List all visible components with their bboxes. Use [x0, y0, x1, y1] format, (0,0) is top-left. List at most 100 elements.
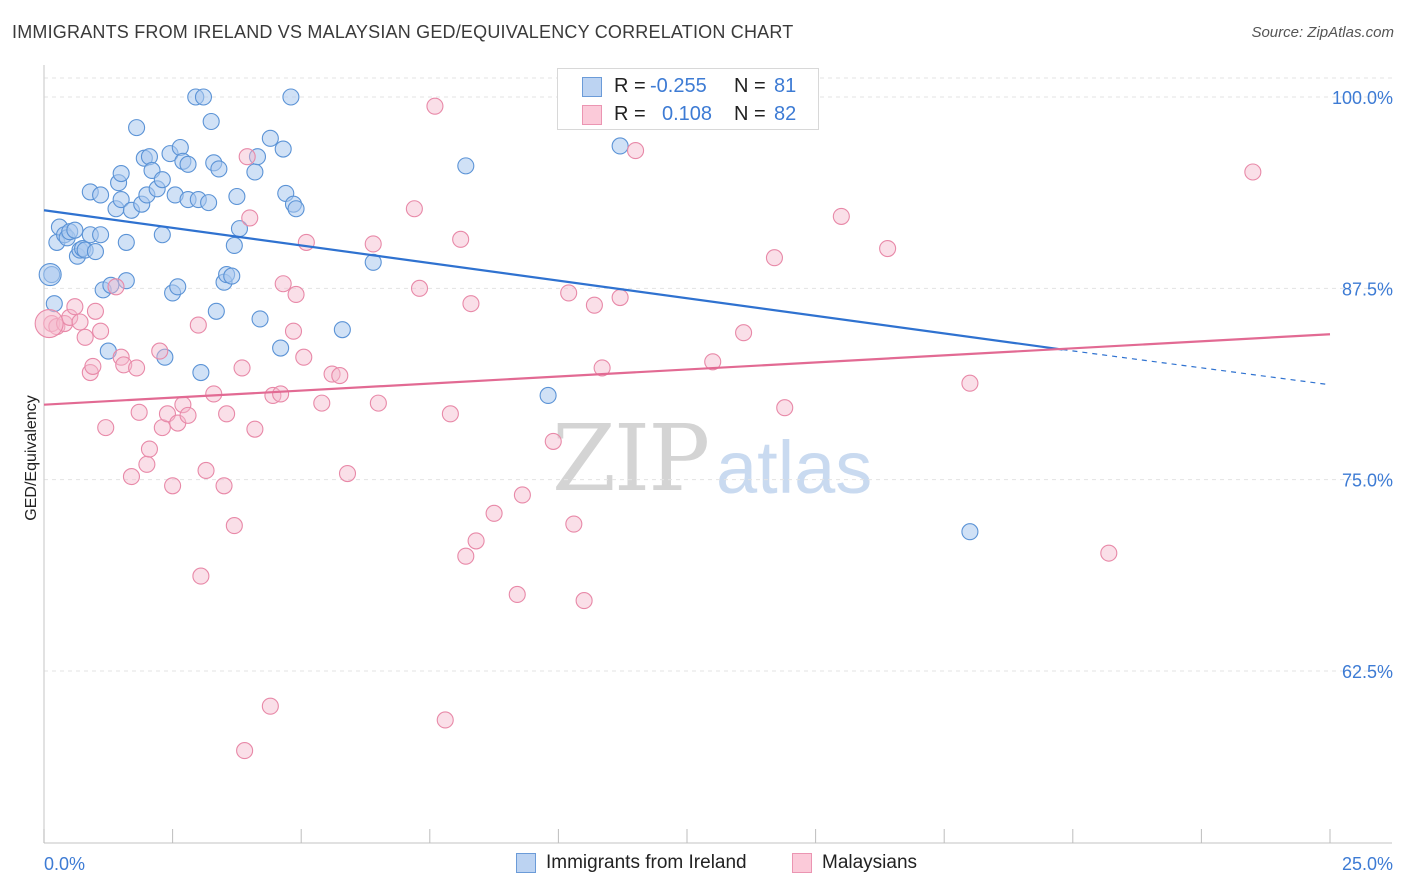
point-malaysians: [1244, 163, 1262, 181]
chart-title: IMMIGRANTS FROM IRELAND VS MALAYSIAN GED…: [12, 22, 794, 42]
point-malaysians: [138, 455, 156, 473]
legend-r-label: R =: [614, 103, 646, 125]
point-ireland: [153, 226, 171, 244]
point-malaysians: [236, 742, 254, 760]
point-ireland: [272, 339, 290, 357]
point-malaysians: [115, 356, 133, 374]
point-malaysians: [452, 230, 470, 248]
point-malaysians: [436, 711, 454, 729]
point-malaysians: [369, 394, 387, 412]
legend-row-ireland: R = -0.255 N = 81: [558, 73, 818, 101]
trend-line-ireland-extrapolated: [1062, 348, 1331, 386]
point-ireland: [251, 310, 269, 328]
point-malaysians: [338, 464, 357, 483]
point-ireland: [140, 148, 159, 166]
point-ireland: [246, 163, 264, 181]
point-malaysians: [71, 313, 89, 331]
point-malaysians: [565, 515, 583, 533]
point-malaysians: [86, 302, 104, 320]
y-tick-label: 75.0%: [1342, 471, 1393, 491]
point-ireland: [611, 137, 629, 155]
point-malaysians: [164, 477, 182, 495]
source-label: Source: ZipAtlas.com: [1251, 24, 1394, 41]
point-ireland: [117, 233, 135, 251]
point-malaysians: [284, 322, 303, 340]
point-malaysians: [467, 532, 485, 550]
point-malaysians: [776, 399, 794, 417]
point-malaysians: [457, 547, 475, 565]
point-malaysians: [107, 278, 125, 296]
point-ireland: [200, 194, 218, 212]
point-ireland: [92, 186, 110, 204]
point-malaysians: [627, 142, 645, 160]
point-malaysians: [410, 279, 429, 297]
point-malaysians: [313, 394, 331, 412]
point-malaysians: [130, 403, 148, 421]
legend-row-malaysians: R = 0.108 N = 82: [558, 101, 818, 129]
point-ireland: [92, 226, 110, 244]
point-malaysians: [189, 316, 207, 334]
point-malaysians: [513, 486, 531, 504]
point-ireland: [207, 302, 225, 320]
point-malaysians: [246, 420, 264, 438]
point-malaysians: [238, 148, 256, 166]
axes: [43, 65, 1392, 844]
point-ireland: [961, 523, 979, 541]
point-malaysians: [84, 357, 102, 375]
point-malaysians: [405, 200, 423, 218]
legend-n-value: 82: [774, 103, 797, 125]
point-ireland: [86, 243, 104, 261]
point-malaysians: [765, 249, 783, 267]
point-malaysians: [192, 567, 210, 585]
y-tick-label: 62.5%: [1342, 662, 1393, 682]
point-malaysians: [233, 359, 251, 377]
point-malaysians: [364, 235, 382, 253]
trend-line-ireland: [43, 209, 1063, 351]
trend-line-malaysians: [43, 333, 1331, 406]
point-malaysians: [879, 239, 897, 258]
point-malaysians: [287, 285, 305, 304]
tick-labels: 62.5% 75.0% 87.5% 100.0% 0.0% 25.0%: [44, 88, 1393, 874]
correlation-legend: R = -0.255 N = 81 R = 0.108 N = 82: [557, 68, 819, 130]
point-malaysians: [611, 288, 629, 307]
point-ireland: [223, 267, 241, 285]
y-tick-label: 87.5%: [1342, 279, 1393, 299]
point-malaysians: [274, 275, 292, 293]
point-ireland: [274, 140, 292, 158]
point-malaysians: [331, 367, 349, 385]
point-malaysians: [961, 374, 979, 392]
point-ireland: [38, 263, 62, 287]
point-malaysians: [218, 405, 236, 423]
point-malaysians: [128, 359, 146, 377]
point-malaysians: [241, 209, 259, 227]
legend-r-label: R =: [614, 75, 646, 97]
point-malaysians: [92, 322, 110, 340]
point-malaysians: [735, 324, 753, 342]
point-malaysians: [215, 477, 233, 495]
watermark-zip: ZIP: [552, 405, 710, 512]
point-ireland: [112, 164, 130, 183]
watermark-atlas: atlas: [716, 426, 873, 509]
point-ireland: [194, 88, 213, 106]
legend-swatch-pink: [792, 853, 812, 873]
point-malaysians: [585, 296, 603, 314]
point-ireland: [261, 129, 279, 147]
y-tick-label: 100.0%: [1332, 88, 1393, 108]
point-malaysians: [261, 697, 279, 715]
point-malaysians: [704, 353, 722, 371]
point-ireland: [248, 148, 267, 166]
point-malaysians: [426, 97, 444, 115]
point-malaysians: [140, 440, 159, 458]
legend-label-malaysians: Malaysians: [822, 852, 918, 873]
legend-swatch-blue: [582, 77, 602, 97]
point-malaysians: [1100, 544, 1118, 562]
point-ireland: [225, 236, 243, 255]
point-malaysians: [462, 295, 480, 313]
series-malaysians-points: [34, 97, 1262, 760]
point-malaysians: [179, 406, 197, 424]
point-ireland: [117, 272, 135, 290]
point-malaysians: [151, 342, 169, 360]
point-malaysians: [66, 298, 84, 316]
point-malaysians: [34, 308, 64, 339]
